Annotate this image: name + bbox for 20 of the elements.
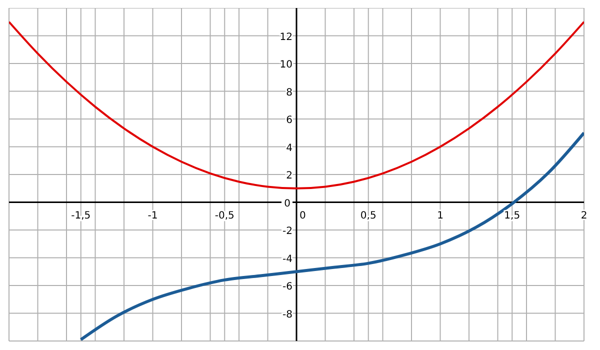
y-tick-label: -8 xyxy=(282,309,292,320)
y-tick-label: 0 xyxy=(284,198,290,210)
y-tick-label: 8 xyxy=(286,87,292,98)
x-tick-label: 0 xyxy=(300,210,306,222)
y-tick-label: -6 xyxy=(282,282,292,292)
x-tick-label: -1,5 xyxy=(71,210,91,222)
y-tick-label: 12 xyxy=(280,32,292,43)
y-tick-label: 4 xyxy=(286,142,292,154)
y-tick-label: 6 xyxy=(286,115,292,126)
x-tick-label: 1 xyxy=(437,210,444,222)
x-tick-label: 2 xyxy=(580,210,588,222)
y-tick-label: -2 xyxy=(282,226,292,237)
x-tick-label: -1 xyxy=(148,210,158,222)
y-tick-label: 10 xyxy=(280,60,292,70)
x-tick-label: 1,5 xyxy=(504,210,520,222)
x-tick-label: 0,5 xyxy=(360,210,376,222)
line-series xyxy=(9,20,584,190)
x-tick-label: -0,5 xyxy=(214,210,234,222)
y-tick-label: 2 xyxy=(286,170,292,182)
y-tick-label: -4 xyxy=(282,254,292,265)
